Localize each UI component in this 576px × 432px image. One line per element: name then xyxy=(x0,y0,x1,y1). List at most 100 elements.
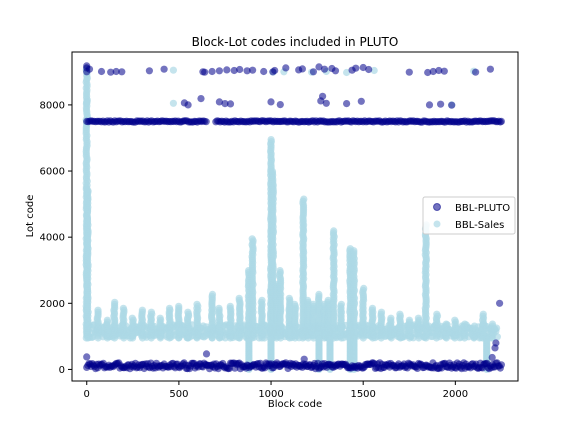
bbl-pluto-point xyxy=(492,339,500,347)
bbl-pluto-point xyxy=(236,65,244,74)
bbl-pluto-point xyxy=(331,67,340,75)
bbl-pluto-point xyxy=(243,67,251,75)
bbl-sales-column-point xyxy=(304,296,312,304)
bbl-pluto-point xyxy=(424,68,432,77)
plot-frame xyxy=(71,51,519,382)
bbl-pluto-point xyxy=(145,67,153,75)
bbl-pluto-point xyxy=(315,63,323,71)
bbl-pluto-point xyxy=(184,101,192,109)
bbl-pluto-point xyxy=(437,100,445,108)
bbl-sales-column-point xyxy=(175,302,183,310)
bbl-sales-column-point xyxy=(396,310,404,318)
bbl-sales-column-point xyxy=(451,316,459,324)
bbl-sales-column-point xyxy=(193,300,201,308)
bbl-sales-point xyxy=(169,99,177,107)
y-tick-label: 0 xyxy=(59,365,65,376)
legend-marker-bbl-pluto xyxy=(433,203,441,211)
bbl-pluto-point xyxy=(435,66,443,75)
bbl-pluto-point xyxy=(226,100,235,108)
bbl-pluto-point xyxy=(322,99,330,107)
bbl-sales-column-point xyxy=(405,316,413,324)
bbl-pluto-point xyxy=(425,101,434,109)
bbl-pluto-point xyxy=(429,67,437,76)
bbl-sales-column-point xyxy=(103,316,111,324)
bbl-pluto-band-point xyxy=(497,361,505,369)
bbl-sales-column-point xyxy=(309,300,317,308)
bbl-pluto-point xyxy=(267,98,275,106)
bbl-sales-column-point xyxy=(128,314,136,322)
bbl-sales-column-point xyxy=(350,247,358,255)
bbl-sales-point xyxy=(343,68,351,77)
bbl-pluto-point xyxy=(300,355,308,363)
bbl-sales-column-point xyxy=(111,298,119,306)
bbl-pluto-point xyxy=(208,67,216,76)
bbl-sales-column-point xyxy=(235,294,243,302)
bbl-sales-point xyxy=(83,99,91,107)
bbl-sales-column-point xyxy=(377,308,386,316)
bbl-sales-column-point xyxy=(156,314,164,322)
bbl-sales-column-point xyxy=(360,284,368,292)
bbl-pluto-point xyxy=(365,65,373,74)
bbl-sales-column-point xyxy=(315,290,323,298)
bbl-sales-column-point xyxy=(138,306,146,314)
bbl-sales-column-point xyxy=(226,302,234,310)
bbl-pluto-point xyxy=(118,68,126,76)
y-axis: 0 2000 4000 6000 8000 xyxy=(40,100,72,376)
bbl-sales-column-point xyxy=(315,335,323,343)
y-axis-label: Lot code xyxy=(25,195,36,238)
bbl-sales-column-point xyxy=(337,300,345,308)
bbl-sales-column-point xyxy=(83,185,91,193)
bbl-sales-point xyxy=(169,66,177,74)
bbl-sales-column-point xyxy=(245,335,253,343)
bbl-sales-column-point xyxy=(483,335,491,343)
bbl-sales-column-point xyxy=(433,310,441,318)
bbl-sales-column-point xyxy=(291,300,299,308)
bbl-sales-column-point xyxy=(350,335,358,343)
bbl-sales-column-point xyxy=(326,335,334,343)
bbl-pluto-point xyxy=(298,65,306,73)
bbl-pluto-point xyxy=(271,66,279,75)
bbl-pluto-point xyxy=(97,67,106,76)
bbl-pluto-point xyxy=(472,68,480,76)
bbl-pluto-point xyxy=(440,67,448,75)
bbl-pluto-point xyxy=(357,97,365,105)
y-tick-label: 4000 xyxy=(40,233,65,244)
y-tick-label: 8000 xyxy=(40,100,65,111)
bbl-pluto-point xyxy=(319,92,327,100)
bbl-pluto-point xyxy=(488,353,496,362)
bbl-sales-column-point xyxy=(119,304,127,312)
bbl-sales-column-point xyxy=(300,195,308,203)
chart-title: Block-Lot codes included in PLUTO xyxy=(192,35,399,49)
bbl-sales-column-point xyxy=(165,304,174,312)
bbl-sales-column-point xyxy=(479,310,487,318)
bbl-pluto-point xyxy=(202,350,211,358)
bbl-pluto-point xyxy=(405,68,413,76)
bbl-pluto-point xyxy=(343,100,351,108)
bbl-pluto-point xyxy=(223,66,231,74)
x-axis-label: Block code xyxy=(268,399,322,410)
bbl-sales-column-point xyxy=(330,227,338,235)
bbl-sales-column-point xyxy=(488,320,497,328)
x-tick-label: 500 xyxy=(169,389,188,400)
x-tick-label: 0 xyxy=(84,389,90,400)
y-tick-label: 6000 xyxy=(40,167,65,178)
bbl-sales-column-point xyxy=(461,320,469,328)
bbl-pluto-point xyxy=(107,68,115,76)
bbl-sales-column-point xyxy=(387,314,395,322)
bbl-pluto-point xyxy=(230,66,238,75)
bbl-sales-column-point xyxy=(442,320,450,328)
bbl-pluto-point xyxy=(260,67,268,76)
y-tick-label: 2000 xyxy=(40,299,65,310)
bbl-sales-column-point xyxy=(267,136,275,144)
bbl-pluto-point xyxy=(215,98,223,106)
bbl-pluto-point xyxy=(309,68,317,76)
bbl-pluto-band-point xyxy=(202,118,210,126)
bbl-pluto-point xyxy=(352,64,360,72)
legend-box xyxy=(422,196,516,235)
legend: BBL-PLUTO BBL-Sales xyxy=(422,196,516,235)
bbl-sales-column-point xyxy=(94,306,102,314)
bbl-pluto-point xyxy=(249,66,257,74)
bbl-pluto-point xyxy=(197,95,205,103)
bbl-pluto-point xyxy=(282,64,290,72)
